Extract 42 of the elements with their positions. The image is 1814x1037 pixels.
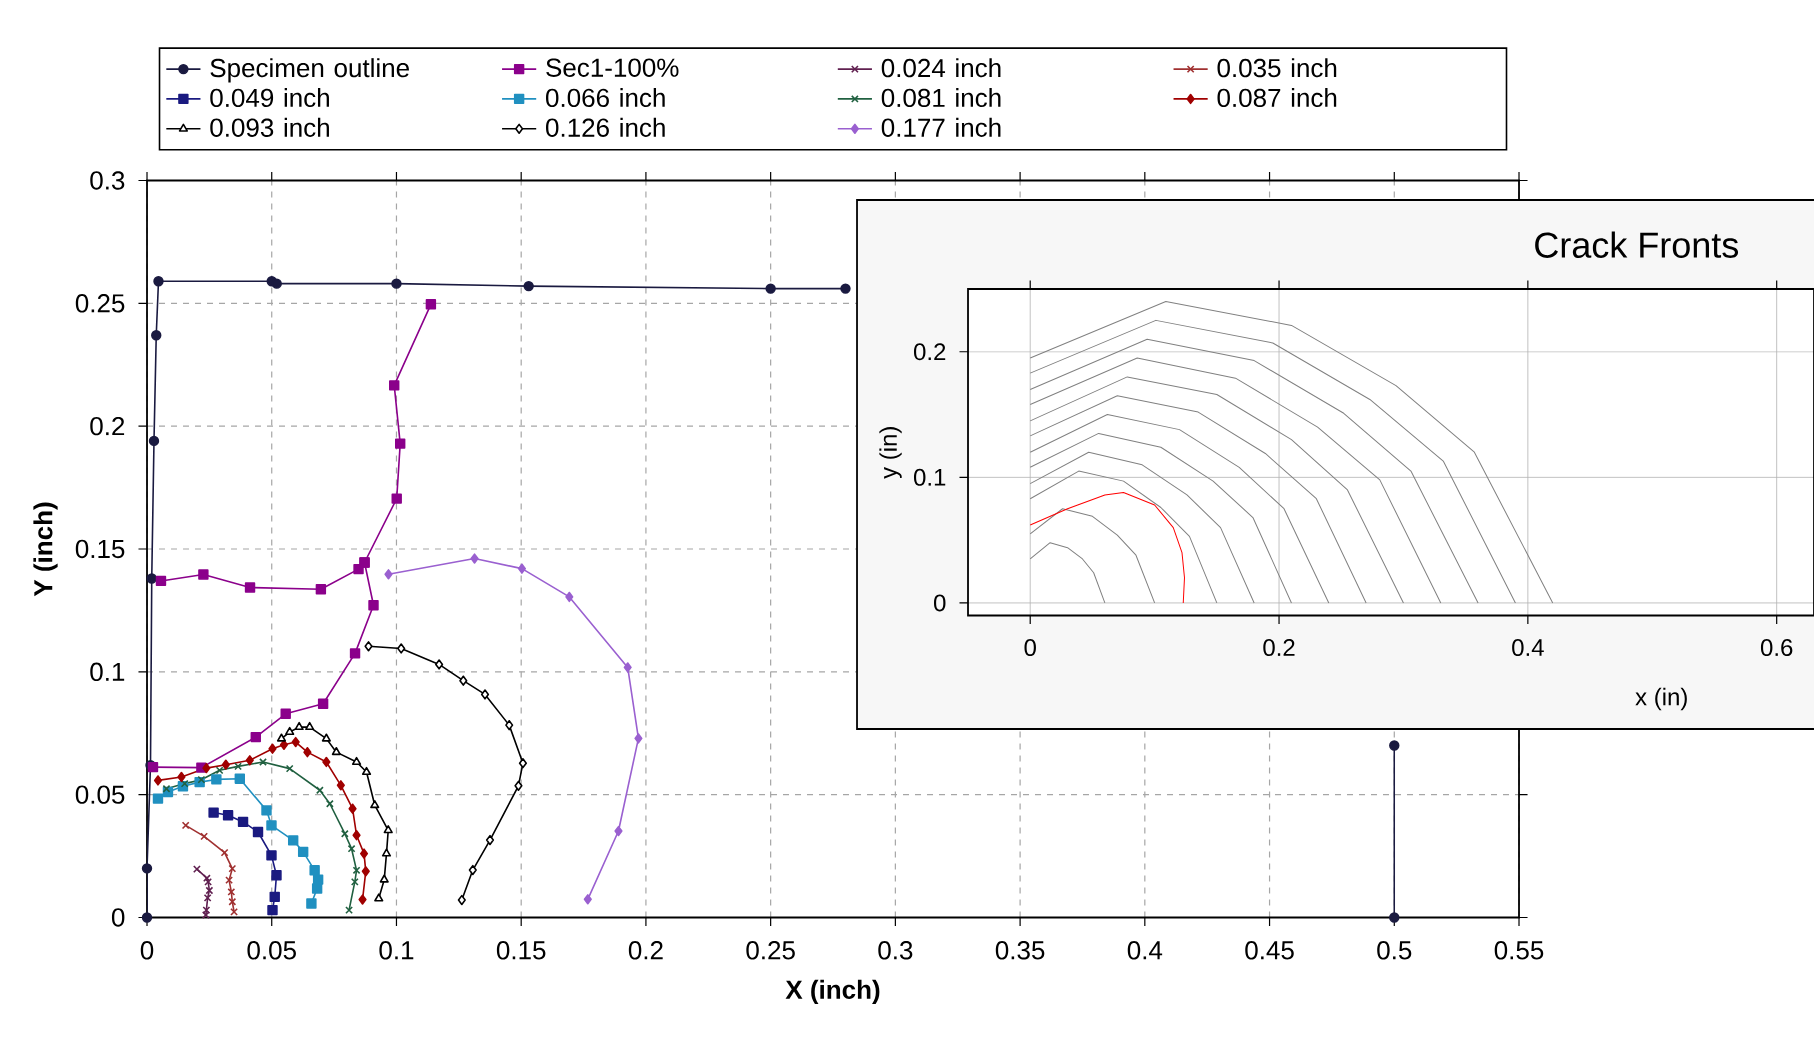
y-tick-label: 0.2: [90, 416, 125, 436]
legend-label: 0.024 inch: [881, 58, 1001, 78]
y-tick-label: 0.05: [75, 785, 125, 804]
y-tick-label: 0.1: [913, 468, 946, 486]
x-tick-label: 0.5: [1377, 941, 1412, 960]
y-tick-label: 0: [111, 908, 125, 927]
y-tick-label: 0.25: [75, 294, 125, 313]
y-tick-label: 0.3: [90, 171, 125, 190]
legend-label: Specimen outline: [210, 58, 409, 83]
legend-label: 0.049 inch: [210, 87, 329, 108]
x-tick-label: 0.3: [878, 941, 913, 960]
x-tick-label: 0.1: [379, 941, 414, 960]
legend-label: 0.066 inch: [546, 87, 665, 108]
x-tick-label: 0.35: [995, 941, 1045, 960]
y-tick-label: 0.15: [75, 539, 125, 559]
x-tick-label: 0.45: [1245, 941, 1294, 960]
y-tick-label: 0.2: [913, 343, 946, 361]
legend-label: 0.081 inch: [881, 87, 1001, 108]
x-tick-label: 0: [1024, 639, 1036, 657]
x-tick-label: 0.6: [1760, 639, 1793, 657]
x-axis-title: x (in): [1635, 687, 1687, 711]
x-tick-label: 0.2: [1263, 639, 1295, 657]
legend-label: 0.126 inch: [546, 117, 665, 137]
y-tick-label: 0: [934, 594, 946, 612]
legend-label: 0.093 inch: [210, 117, 329, 137]
x-tick-label: 0.55: [1494, 941, 1544, 960]
y-axis-title: Y (inch): [33, 502, 58, 597]
x-tick-label: 0.2: [628, 941, 663, 960]
x-tick-label: 0.05: [247, 941, 296, 960]
x-tick-label: 0.4: [1512, 639, 1544, 657]
legend-label: 0.177 inch: [881, 117, 1001, 137]
x-tick-label: 0.15: [496, 941, 546, 960]
legend-label: 0.087 inch: [1217, 87, 1337, 108]
x-tick-label: 0.25: [746, 941, 795, 960]
x-tick-label: 0: [140, 941, 154, 960]
x-tick-label: 0.4: [1127, 941, 1163, 960]
legend-label: 0.035 inch: [1217, 58, 1337, 78]
y-tick-label: 0.1: [90, 662, 125, 682]
y-axis-title: y (in): [879, 427, 902, 479]
chart-title: Crack Fronts: [1535, 231, 1739, 258]
x-axis-title: X (inch): [785, 979, 880, 1005]
legend-label: Sec1-100%: [546, 58, 679, 77]
